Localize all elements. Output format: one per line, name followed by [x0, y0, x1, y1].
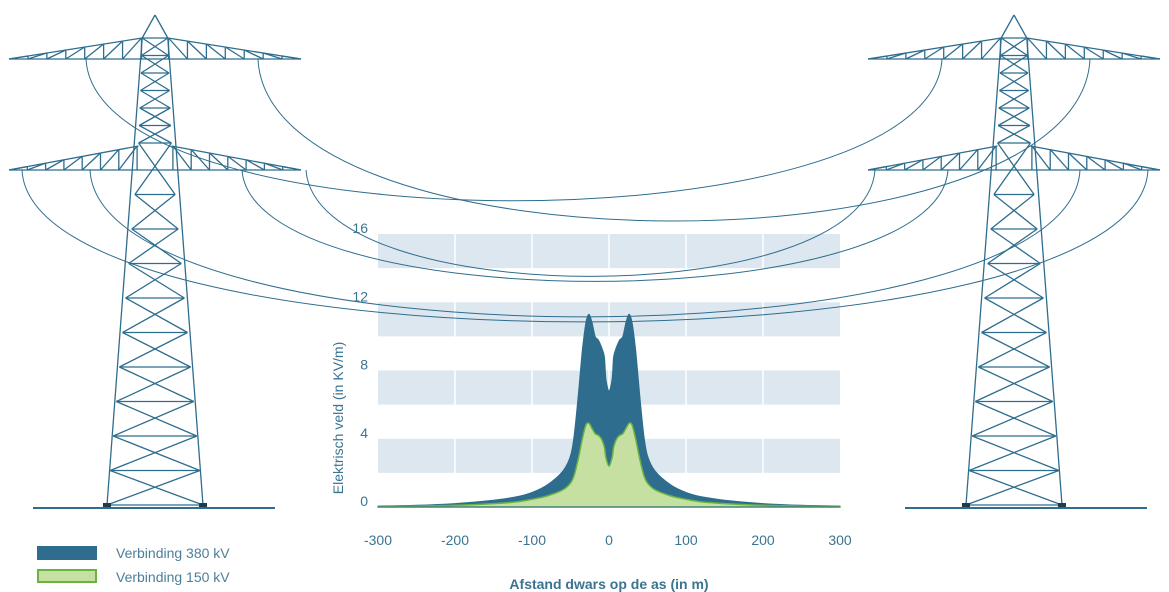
x-tick-label: 200	[751, 532, 775, 548]
x-tick-label: 0	[605, 532, 613, 548]
y-tick-label: 0	[360, 493, 368, 509]
y-tick-label: 8	[360, 357, 368, 373]
conductor-wire	[89, 169, 1081, 318]
y-tick-label: 12	[352, 288, 368, 304]
conductor-wire	[241, 169, 949, 282]
x-tick-label: -300	[364, 532, 392, 548]
area-series-150kv	[377, 422, 841, 508]
legend-swatch-150kv	[37, 569, 97, 583]
y-axis-title: Elektrisch veld (in KV/m)	[330, 342, 346, 494]
area-series-380kv	[377, 313, 841, 508]
conductor-wire	[305, 169, 876, 277]
conductor-wire	[21, 169, 1149, 323]
conductor-wires	[21, 58, 1149, 323]
legend: Verbinding 380 kV Verbinding 150 kV	[37, 545, 230, 585]
conductor-wire	[257, 58, 1091, 222]
tower-left	[8, 14, 302, 507]
x-tick-labels: -300 -200 -100 0 100 200 300	[364, 532, 852, 548]
x-tick-label: 300	[828, 532, 852, 548]
y-tick-label: 4	[360, 425, 368, 441]
transmission-towers	[8, 14, 1161, 507]
legend-swatch-380kv	[37, 546, 97, 560]
conductor-wire	[85, 58, 943, 202]
y-tick-labels: 0 4 8 12 16	[352, 220, 368, 509]
legend-label-380kv: Verbinding 380 kV	[116, 545, 230, 561]
x-tick-label: -200	[441, 532, 469, 548]
y-tick-label: 16	[352, 220, 368, 236]
legend-label-150kv: Verbinding 150 kV	[116, 569, 230, 585]
x-tick-label: -100	[518, 532, 546, 548]
x-tick-label: 100	[674, 532, 698, 548]
x-axis-title: Afstand dwars op de as (in m)	[509, 576, 708, 592]
tower-right	[867, 14, 1161, 507]
chart-series-areas	[377, 313, 841, 508]
